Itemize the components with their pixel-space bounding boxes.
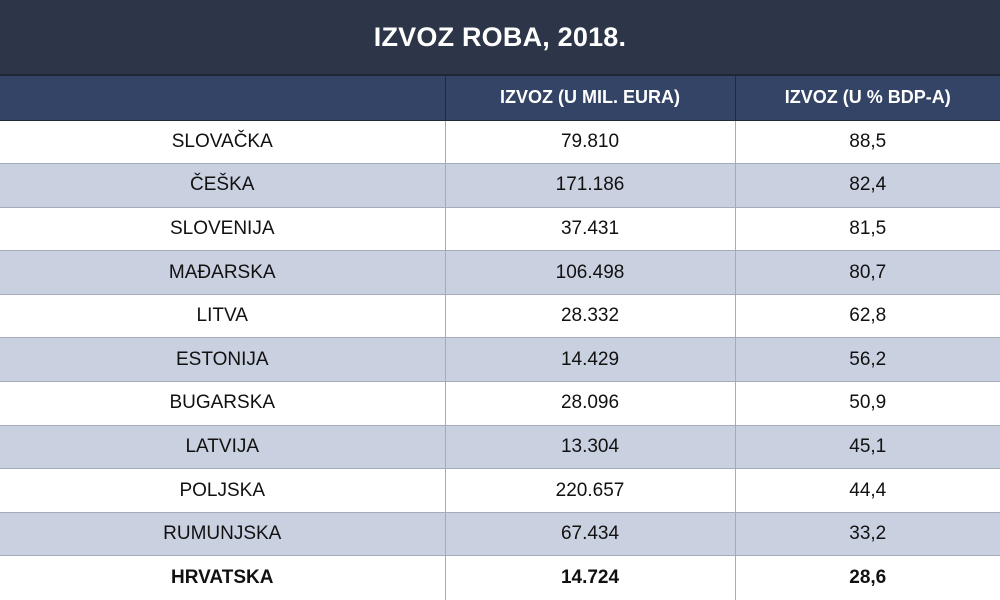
table-row: LATVIJA 13.304 45,1: [0, 425, 1000, 470]
export-pct-gdp-cell: 50,9: [735, 381, 1000, 426]
export-mil-eur-cell: 79.810: [445, 120, 736, 165]
country-cell: POLJSKA: [0, 468, 446, 513]
table-title: IZVOZ ROBA, 2018.: [0, 0, 1000, 76]
country-cell: SLOVAČKA: [0, 120, 446, 165]
country-cell: LITVA: [0, 294, 446, 339]
export-pct-gdp-cell: 82,4: [735, 163, 1000, 208]
header-export-pct-gdp: IZVOZ (U % BDP-A): [735, 76, 1000, 121]
table-row: BUGARSKA 28.096 50,9: [0, 381, 1000, 426]
export-mil-eur-cell: 220.657: [445, 468, 736, 513]
header-export-mil-eur: IZVOZ (U MIL. EURA): [445, 76, 736, 121]
table-row: ESTONIJA 14.429 56,2: [0, 337, 1000, 383]
export-mil-eur-cell: 28.332: [445, 294, 736, 339]
export-mil-eur-cell: 106.498: [445, 250, 736, 295]
country-cell: MAĐARSKA: [0, 250, 446, 295]
table-row: HRVATSKA 14.724 28,6: [0, 555, 1000, 600]
export-pct-gdp-cell: 80,7: [735, 250, 1000, 295]
country-cell: LATVIJA: [0, 425, 446, 470]
header-row: IZVOZ (U MIL. EURA) IZVOZ (U % BDP-A): [0, 76, 1000, 121]
export-pct-gdp-cell: 28,6: [735, 555, 1000, 600]
export-pct-gdp-cell: 81,5: [735, 207, 1000, 252]
table-row: SLOVENIJA 37.431 81,5: [0, 207, 1000, 252]
country-cell: ČEŠKA: [0, 163, 446, 208]
table-row: POLJSKA 220.657 44,4: [0, 468, 1000, 513]
export-mil-eur-cell: 67.434: [445, 512, 736, 557]
table-body: SLOVAČKA 79.810 88,5 ČEŠKA 171.186 82,4 SLOVEN…: [0, 120, 1000, 600]
country-cell: ESTONIJA: [0, 337, 446, 383]
export-pct-gdp-cell: 56,2: [735, 337, 1000, 383]
country-cell: BUGARSKA: [0, 381, 446, 426]
export-pct-gdp-cell: 44,4: [735, 468, 1000, 513]
table-row: ČEŠKA 171.186 82,4: [0, 163, 1000, 208]
table-row: RUMUNJSKA 67.434 33,2: [0, 512, 1000, 557]
table-row: MAĐARSKA 106.498 80,7: [0, 250, 1000, 295]
export-mil-eur-cell: 13.304: [445, 425, 736, 470]
export-mil-eur-cell: 14.724: [445, 555, 736, 600]
export-mil-eur-cell: 37.431: [445, 207, 736, 252]
country-cell: RUMUNJSKA: [0, 512, 446, 557]
table-row: SLOVAČKA 79.810 88,5: [0, 120, 1000, 165]
export-table: IZVOZ (U MIL. EURA) IZVOZ (U % BDP-A) SL…: [0, 76, 1000, 600]
header-country: [0, 76, 446, 121]
country-cell: SLOVENIJA: [0, 207, 446, 252]
table-row: LITVA 28.332 62,8: [0, 294, 1000, 339]
export-mil-eur-cell: 14.429: [445, 337, 736, 383]
country-cell: HRVATSKA: [0, 555, 446, 600]
export-pct-gdp-cell: 45,1: [735, 425, 1000, 470]
export-pct-gdp-cell: 62,8: [735, 294, 1000, 339]
export-pct-gdp-cell: 33,2: [735, 512, 1000, 557]
export-mil-eur-cell: 171.186: [445, 163, 736, 208]
export-pct-gdp-cell: 88,5: [735, 120, 1000, 165]
export-mil-eur-cell: 28.096: [445, 381, 736, 426]
